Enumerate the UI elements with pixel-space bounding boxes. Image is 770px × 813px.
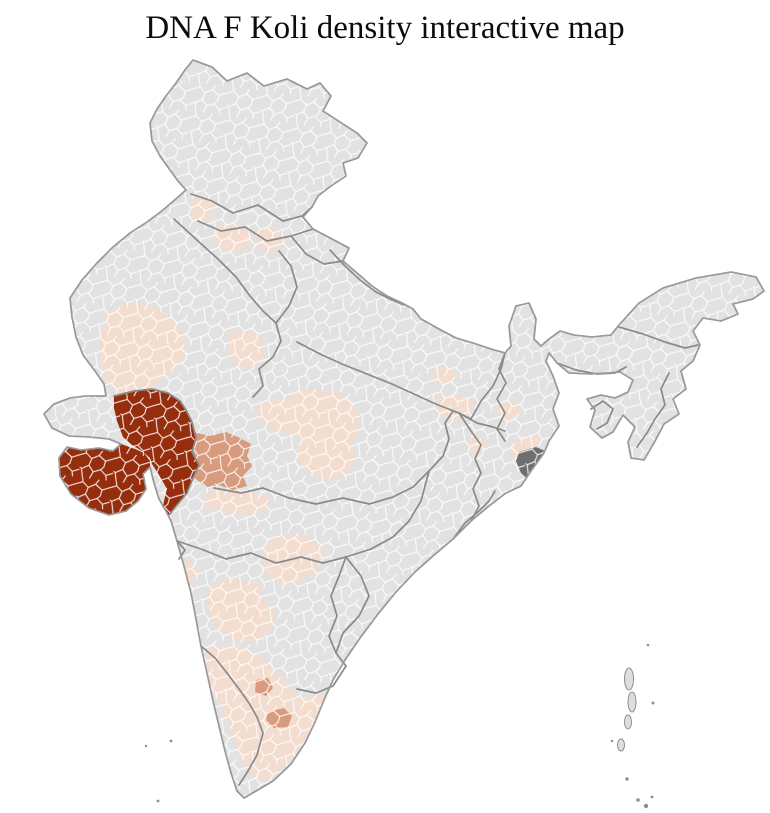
lakshadweep-islet-2 [169, 739, 173, 743]
border-delhi-up-west [275, 250, 298, 324]
border-gujarat-east [113, 388, 200, 515]
nicobar-islet-3 [643, 803, 649, 809]
islet-1 [646, 643, 650, 647]
border-rajasthan-north [173, 218, 277, 324]
andaman-island-3[interactable] [624, 714, 632, 730]
nicobar-islet-2 [636, 798, 640, 802]
border-kerala-tamilnadu [238, 716, 264, 786]
border-assam-arunachal [618, 326, 699, 349]
border-ap-odisha [452, 490, 496, 540]
border-tripura [590, 400, 614, 430]
border-chhattisgarh-odisha [458, 412, 482, 522]
border-mp-chhattisgarh [428, 410, 460, 472]
border-maharashtra-south [176, 540, 347, 564]
andaman-island-1[interactable] [624, 667, 634, 691]
lakshadweep-islands[interactable] [144, 739, 173, 803]
border-bihar-jharkhand [458, 412, 506, 432]
andaman-island-2[interactable] [627, 691, 637, 713]
border-up-east [470, 352, 506, 420]
border-uttarakhand-up [329, 249, 405, 306]
state-borders [113, 193, 699, 786]
border-telangana-ap [335, 556, 370, 654]
border-maharashtra-east [345, 470, 430, 558]
border-up-south [296, 341, 472, 420]
border-mp-maharashtra [213, 470, 430, 505]
border-jammu-kashmir-south [190, 193, 313, 222]
border-karnataka-kerala [200, 645, 258, 718]
border-nagaland-manipur-mizoram [636, 372, 670, 448]
islet-2 [651, 701, 655, 705]
nicobar-islet-1 [625, 777, 629, 781]
andaman-nicobar-islands[interactable] [610, 643, 655, 809]
border-himachal-south [197, 220, 314, 242]
andaman-island-4[interactable] [617, 738, 625, 752]
border-himachal-uttarakhand [290, 235, 344, 265]
border-karnataka-tamilnadu [296, 665, 347, 694]
lakshadweep-islet-3 [156, 799, 160, 803]
islet-3 [610, 739, 614, 743]
lakshadweep-islet-1 [144, 744, 148, 748]
nicobar-islet-4 [650, 795, 654, 799]
coastline [43, 59, 765, 799]
border-rajasthan-mp [252, 322, 282, 398]
map-title: DNA F Koli density interactive map [145, 10, 625, 46]
